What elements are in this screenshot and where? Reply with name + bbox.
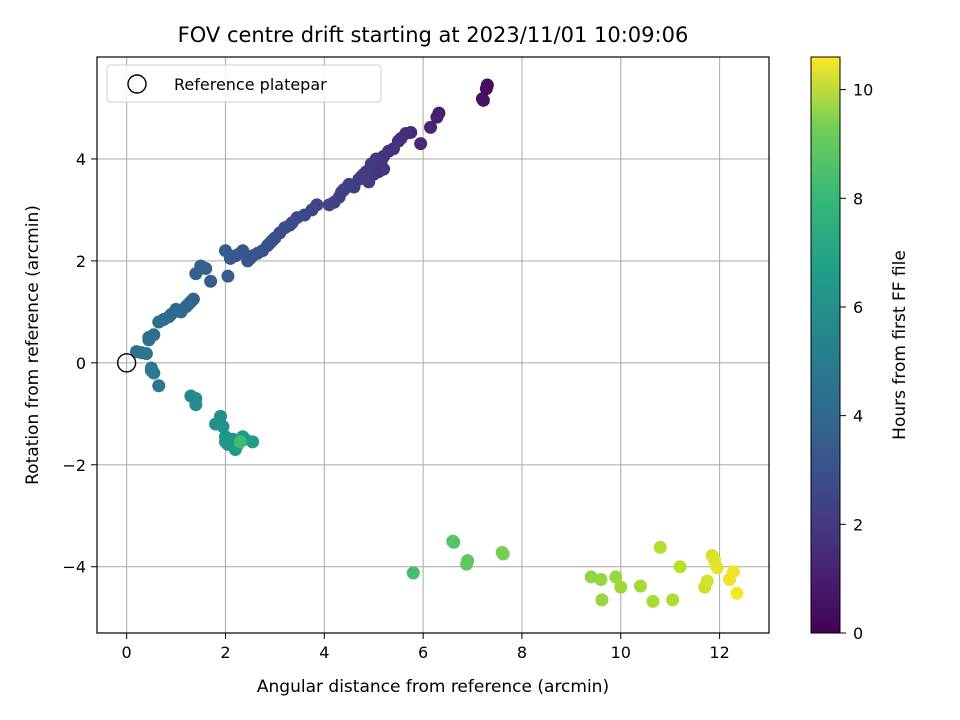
colorbar-gradient: [810, 56, 841, 634]
data-point: [726, 565, 740, 579]
colorbar-label: Hours from first FF file: [890, 250, 910, 440]
y-tick-label: 2: [76, 252, 86, 271]
data-point: [424, 120, 438, 134]
legend-box: [106, 64, 382, 103]
plot-grid: [97, 57, 769, 633]
plot-frame: [96, 56, 770, 634]
colorbar-tick-label: 4: [853, 407, 863, 426]
reference-platepar-marker: [116, 353, 137, 373]
data-point: [710, 561, 724, 575]
data-point: [584, 570, 598, 584]
colorbar-tick-label: 8: [853, 189, 863, 208]
scatter-points: [130, 78, 744, 608]
colorbar-tick-label: 2: [853, 515, 863, 534]
legend-entry-reference-platepar: Reference platepar: [174, 75, 327, 94]
legend: Reference platepar: [106, 64, 382, 103]
x-tick-label: 0: [122, 643, 132, 662]
data-point: [476, 93, 490, 107]
data-point: [142, 330, 156, 344]
data-point: [362, 175, 376, 189]
data-point: [430, 110, 444, 124]
data-point: [406, 566, 420, 580]
data-point: [139, 347, 153, 361]
x-axis-ticks: 0 2 4 6 8 10 12: [122, 633, 730, 662]
data-point: [479, 82, 493, 96]
colorbar-tick-label: 6: [853, 298, 863, 317]
data-point: [189, 398, 203, 412]
data-point: [496, 547, 510, 561]
data-point: [233, 435, 247, 449]
data-point: [653, 540, 667, 554]
colorbar-ticks: 0 2 4 6 8 10: [840, 81, 873, 643]
data-point: [189, 267, 203, 281]
data-point: [595, 593, 609, 607]
chart-title: FOV centre drift starting at 2023/11/01 …: [178, 23, 689, 47]
data-point: [147, 366, 161, 380]
data-point: [221, 269, 235, 283]
y-tick-label: −4: [62, 558, 86, 577]
data-point: [152, 379, 166, 393]
y-axis-ticks: −4 −2 0 2 4: [62, 150, 97, 577]
data-point: [322, 198, 336, 212]
data-point: [646, 594, 660, 608]
x-axis-label: Angular distance from reference (arcmin): [257, 677, 609, 697]
x-tick-label: 6: [418, 643, 428, 662]
data-point: [204, 274, 218, 288]
x-tick-label: 2: [220, 643, 230, 662]
data-point: [246, 435, 260, 449]
y-axis-label: Rotation from reference (arcmin): [23, 205, 43, 485]
colorbar-tick-label: 0: [853, 624, 863, 643]
data-point: [609, 570, 623, 584]
data-point: [700, 574, 714, 588]
y-tick-label: 0: [76, 354, 86, 373]
data-point: [666, 593, 680, 607]
x-tick-label: 4: [319, 643, 329, 662]
data-point: [594, 572, 608, 586]
x-tick-label: 12: [709, 643, 729, 662]
data-point: [673, 560, 687, 574]
data-point: [218, 244, 232, 258]
y-tick-label: 4: [76, 150, 86, 169]
data-point: [634, 579, 648, 593]
x-tick-label: 8: [517, 643, 527, 662]
data-point: [460, 557, 474, 571]
colorbar: 0 2 4 6 8 10 Hours from first FF file: [810, 56, 910, 643]
data-point: [216, 420, 230, 434]
data-point: [152, 315, 166, 329]
data-point: [214, 409, 228, 423]
data-point: [730, 586, 744, 600]
data-point: [447, 535, 461, 549]
y-tick-label: −2: [62, 456, 86, 475]
legend-marker: [127, 74, 147, 94]
data-point: [614, 580, 628, 594]
colorbar-tick-label: 10: [853, 81, 873, 100]
x-tick-label: 10: [611, 643, 631, 662]
data-point: [414, 137, 428, 151]
